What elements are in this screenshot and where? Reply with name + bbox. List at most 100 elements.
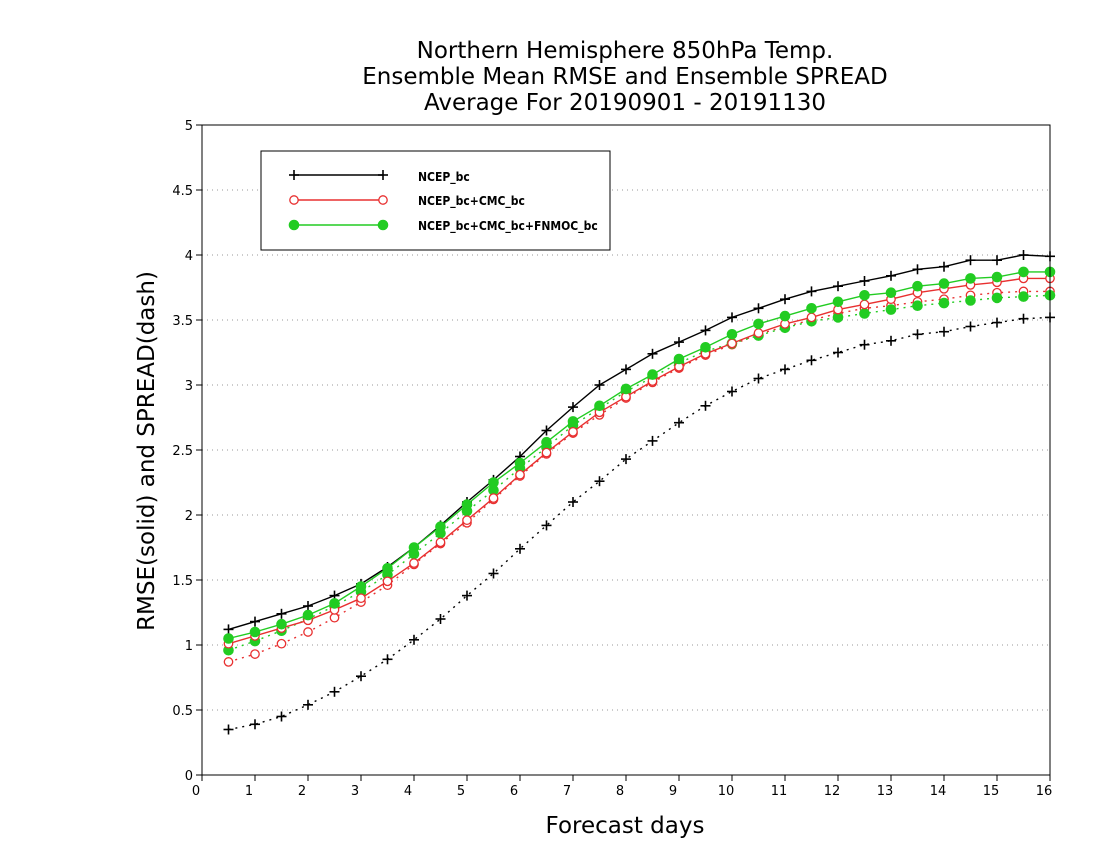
y-tick-label: 3.5: [172, 314, 193, 329]
legend-sample-marker: [289, 195, 299, 205]
series-2-spread-point: [885, 304, 897, 315]
chart-title-line-1: Northern Hemisphere 850hPa Temp.: [417, 38, 834, 64]
series-0-rmse-point: [568, 402, 578, 413]
x-tick-label: 6: [510, 784, 518, 799]
series-2-spread-point: [938, 297, 950, 309]
x-tick-label: 4: [404, 784, 412, 799]
series-0-rmse-point: [647, 348, 658, 359]
series-2-rmse-point: [435, 521, 446, 533]
y-tick-label: 2.5: [172, 444, 193, 459]
series-0-spread-point: [594, 476, 605, 487]
series-1-spread-point: [223, 657, 234, 667]
series-1-rmse-point: [488, 493, 499, 503]
series-2-rmse-point: [488, 477, 499, 488]
series-1-rmse-point: [382, 576, 393, 587]
series-0-rmse-point: [727, 312, 737, 323]
series-2-rmse-point: [673, 353, 685, 365]
y-tick-label: 4.5: [172, 184, 193, 199]
x-axis-title: Forecast days: [546, 813, 705, 839]
y-axis-title: RMSE(solid) and SPREAD(dash): [134, 271, 160, 631]
series-2-spread-point: [859, 308, 870, 319]
legend-sample-marker: [377, 219, 389, 231]
series-0-spread-point: [780, 364, 790, 375]
grid-layer: [202, 189, 1050, 711]
series-0-spread-point: [329, 686, 340, 697]
y-tick-label: 4: [185, 249, 193, 264]
legend-sample-marker: [288, 219, 300, 231]
series-0-rmse-point: [250, 616, 260, 627]
legend: NCEP_bc NCEP_bc+CMC_bc NCEP_bc+CMC_bc+FN…: [260, 150, 611, 251]
series-1-rmse-point: [753, 328, 764, 338]
series-0-rmse-point: [700, 325, 711, 336]
series-1-spread-point: [250, 649, 260, 659]
series-0-rmse-point: [276, 608, 287, 619]
series-0-rmse-point: [753, 303, 764, 314]
y-tick-label: 1.5: [172, 574, 193, 589]
legend-sample-marker: [289, 170, 299, 180]
x-tick-label: 16: [1036, 784, 1053, 799]
series-2-rmse-point: [779, 310, 791, 322]
series-0-rmse-point: [833, 281, 843, 292]
series-1-rmse-point: [568, 426, 578, 437]
series-0-rmse-point: [594, 380, 605, 390]
series-0-rmse-point: [780, 294, 790, 305]
series-0-rmse-point: [621, 364, 631, 375]
y-tick-label: 5: [185, 119, 193, 134]
series-2-rmse-point: [726, 329, 738, 340]
series-0-spread-point: [1018, 313, 1029, 324]
y-tick-label: 0: [185, 769, 193, 784]
series-2-rmse-point: [912, 280, 923, 292]
x-tick-label: 7: [563, 784, 571, 799]
series-2-rmse-point: [859, 290, 870, 301]
y-tick-label: 2: [185, 509, 193, 524]
series-0-spread-point: [356, 671, 366, 682]
series-0-rmse-point: [939, 261, 949, 272]
series-0-spread-point: [700, 400, 711, 411]
series-2-spread-point: [912, 300, 923, 312]
x-tick-label: 9: [669, 784, 677, 799]
x-tick-label: 13: [877, 784, 894, 799]
series-1-rmse-point: [859, 299, 870, 310]
series-2-rmse-point: [594, 400, 605, 412]
series-0-spread-point: [859, 339, 870, 350]
series-0-spread-point: [674, 417, 684, 428]
x-tick-label: 2: [298, 784, 306, 799]
series-0-spread-point: [621, 454, 631, 465]
series-2-rmse-point: [753, 318, 764, 330]
series-layer: [223, 250, 1056, 735]
series-0-spread-point: [886, 335, 896, 346]
series-1-rmse-line: [228, 277, 1050, 645]
series-2-rmse-point: [249, 626, 261, 638]
series-0-spread-point: [223, 724, 234, 735]
series-2-spread-line: [228, 294, 1051, 651]
series-0-rmse-point: [912, 264, 923, 275]
series-1-spread-point: [329, 612, 340, 623]
series-1-rmse-point: [515, 469, 525, 480]
y-tick-label: 1: [185, 639, 193, 654]
series-1-spread-line: [228, 290, 1050, 663]
series-0-spread-point: [409, 634, 419, 645]
series-0-spread-point: [806, 355, 817, 366]
series-0-rmse-point: [674, 337, 684, 348]
series-1-rmse-point: [435, 537, 446, 548]
series-0-spread-point: [912, 329, 923, 340]
series-1-rmse-point: [356, 593, 366, 604]
x-tick-label: 8: [616, 784, 624, 799]
series-0-spread-point: [647, 435, 658, 446]
series-0-rmse-line: [228, 254, 1051, 631]
series-2-rmse-point: [965, 273, 976, 284]
series-2-rmse-point: [461, 499, 473, 510]
series-2-rmse-point: [355, 581, 367, 592]
series-0-spread-point: [303, 699, 313, 710]
legend-label-ncep-bc-cmc-bc-fnmoc-bc: NCEP_bc+CMC_bc+FNMOC_bc: [418, 219, 598, 234]
legend-label-ncep-bc-cmc-bc: NCEP_bc+CMC_bc: [418, 194, 525, 209]
legend-label-ncep-bc: NCEP_bc: [418, 170, 470, 185]
series-0-spread-point: [568, 497, 578, 507]
series-2-rmse-point: [541, 436, 552, 448]
x-tick-label: 14: [930, 784, 947, 799]
series-2-rmse-point: [938, 278, 950, 289]
series-0-rmse-point: [965, 255, 976, 266]
series-1-rmse-point: [409, 558, 419, 568]
